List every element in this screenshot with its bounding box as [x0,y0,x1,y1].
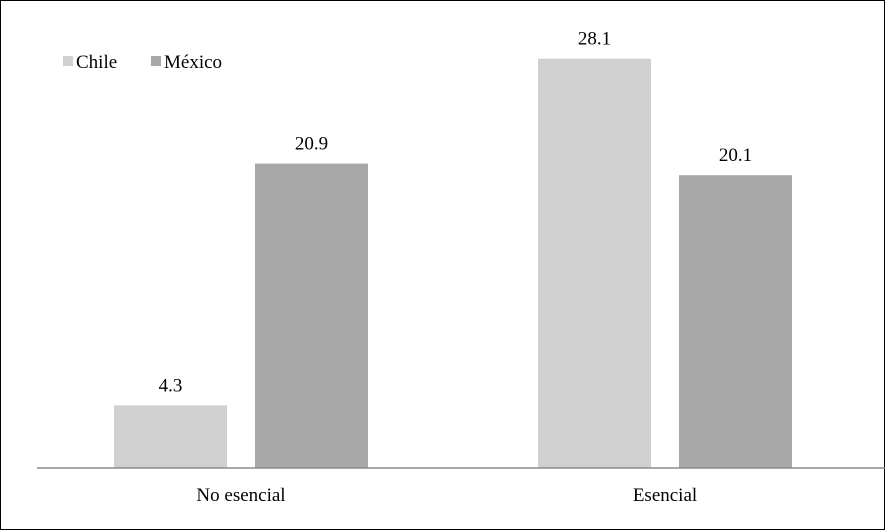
legend-label-chile: Chile [76,52,117,73]
legend-swatch-chile [63,56,73,66]
data-label-chile-no-esencial: 4.3 [159,375,183,396]
data-label-mexico-esencial: 20.1 [719,145,752,166]
data-label-chile-esencial: 28.1 [578,29,611,50]
x-tick-label-esencial: Esencial [633,485,697,506]
data-label-mexico-no-esencial: 20.9 [295,134,328,155]
x-tick-label-no-esencial: No esencial [196,485,285,506]
legend-label-mexico: México [164,52,222,73]
legend: Chile México [63,52,222,73]
bars [114,58,792,468]
bar-chile-esencial [538,58,651,468]
category-labels: No esencial Esencial [196,485,697,506]
bar-mexico-esencial [679,175,792,468]
value-labels: 4.3 20.9 28.1 20.1 [159,29,753,397]
bar-mexico-no-esencial [255,163,368,468]
bar-chile-no-esencial [114,405,227,468]
legend-swatch-mexico [151,56,161,66]
